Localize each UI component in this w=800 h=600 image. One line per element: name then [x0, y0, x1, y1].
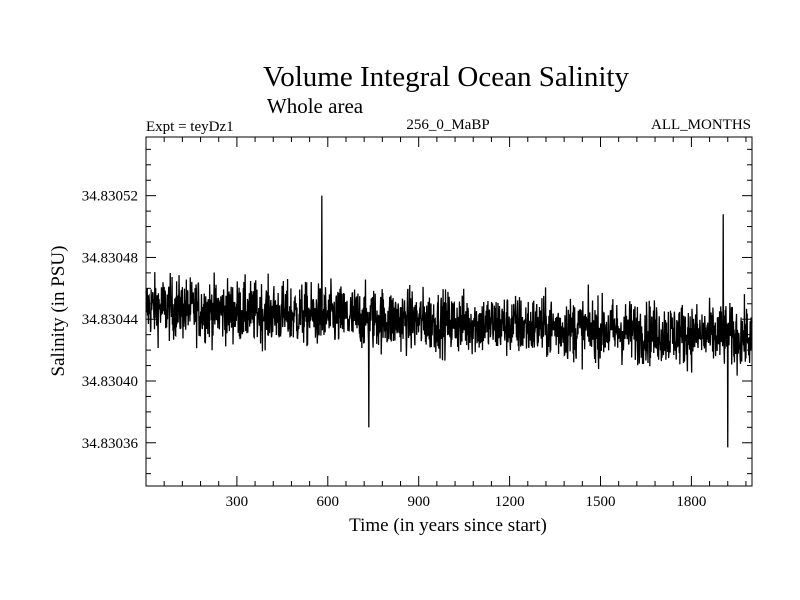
y-axis-label: Salinity (in PSU) [48, 246, 69, 377]
plot-frame [145, 136, 753, 487]
plot-layer [145, 195, 753, 448]
y-tick-label: 34.83052 [82, 189, 138, 205]
x-tick-label: 600 [317, 494, 340, 510]
y-tick-label: 34.83036 [82, 436, 139, 452]
period-label: 256_0_MaBP [406, 117, 489, 133]
y-axis-ticks: 34.83036 34.83040 34.83044 34.83048 34.83052 [82, 148, 752, 475]
x-tick-label: 1800 [676, 494, 706, 510]
y-tick-label: 34.83040 [82, 374, 138, 390]
x-tick-label: 300 [226, 494, 249, 510]
y-tick-label: 34.83044 [82, 312, 139, 328]
x-axis-label: Time (in years since start) [349, 515, 547, 536]
x-tick-label: 900 [407, 494, 430, 510]
experiment-label: Expt = teyDz1 [146, 119, 234, 135]
chart-title: Volume Integral Ocean Salinity [263, 61, 629, 93]
chart-subtitle: Whole area [267, 94, 364, 118]
x-tick-label: 1200 [495, 494, 525, 510]
y-tick-label: 34.83048 [82, 250, 138, 266]
x-tick-label: 1500 [586, 494, 616, 510]
season-label: ALL_MONTHS [651, 117, 751, 133]
x-axis-ticks: 300 600 900 1200 1500 1800 [163, 137, 747, 510]
salinity-series-line [145, 195, 753, 448]
